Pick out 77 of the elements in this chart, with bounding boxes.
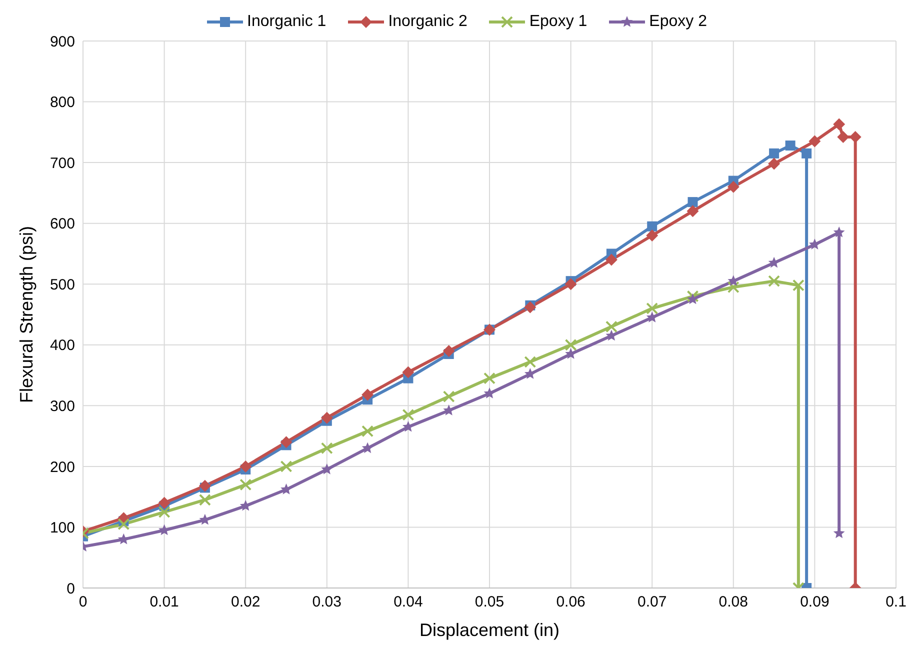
point	[198, 494, 211, 506]
point	[808, 238, 820, 250]
point	[837, 131, 850, 144]
y-tick-label: 400	[50, 337, 75, 354]
point	[802, 148, 812, 158]
point	[605, 254, 618, 266]
legend-label: Epoxy 2	[649, 13, 707, 31]
point	[158, 506, 170, 518]
point	[320, 412, 333, 424]
point	[484, 372, 496, 384]
point	[687, 293, 698, 304]
point	[198, 480, 211, 492]
x-tick-label: 0.06	[556, 594, 586, 611]
x-tick-label: 0.07	[638, 594, 667, 611]
point	[688, 197, 698, 208]
point	[833, 118, 846, 130]
point	[605, 320, 618, 333]
x-tick-label: 0.05	[474, 594, 504, 611]
x-axis-title: Displacement (in)	[419, 620, 560, 640]
x-tick-label: 0.04	[394, 594, 423, 611]
point	[727, 281, 740, 294]
y-tick-label: 300	[50, 398, 75, 415]
x-tick-label: 0.02	[231, 594, 260, 611]
point	[768, 275, 780, 288]
point	[686, 205, 699, 218]
point	[240, 460, 252, 472]
x-tick-label: 0	[78, 594, 88, 611]
point	[402, 408, 414, 421]
y-tick-label: 600	[50, 216, 75, 233]
y-tick-label: 200	[50, 458, 75, 476]
point	[240, 478, 252, 491]
point	[769, 148, 780, 158]
point	[280, 436, 292, 448]
y-tick-label: 800	[50, 94, 75, 112]
point	[808, 135, 821, 148]
point	[768, 158, 780, 170]
legend-label: Inorganic 1	[247, 13, 326, 31]
x-tick-label: 0.1	[886, 594, 906, 611]
point	[647, 221, 658, 232]
point	[785, 140, 796, 151]
point	[646, 302, 658, 314]
point	[280, 460, 292, 472]
y-tick-label: 900	[50, 33, 75, 50]
point	[524, 356, 536, 368]
legend-label: Inorganic 2	[388, 13, 468, 31]
x-tick-label: 0.01	[150, 594, 179, 611]
point	[362, 442, 374, 454]
point	[833, 226, 845, 238]
x-tick-label: 0.08	[718, 594, 748, 611]
point	[564, 278, 577, 290]
point	[280, 484, 292, 494]
point	[362, 425, 374, 438]
point	[524, 301, 536, 314]
point	[362, 388, 374, 401]
y-tick-label: 500	[50, 276, 75, 294]
point	[792, 279, 804, 292]
y-axis-title: Flexural Strength (psi)	[16, 226, 36, 404]
point	[727, 180, 740, 193]
x-tick-label: 0.09	[800, 594, 830, 611]
y-tick-label: 100	[50, 520, 75, 537]
point	[524, 368, 536, 379]
point	[321, 463, 333, 474]
point	[402, 366, 414, 378]
point	[646, 312, 658, 322]
point	[442, 344, 455, 357]
point	[849, 131, 862, 144]
y-tick-label: 700	[50, 154, 75, 172]
point	[118, 518, 130, 530]
point	[442, 390, 455, 403]
point	[686, 290, 699, 302]
x-tick-label: 0.03	[312, 594, 342, 611]
legend-label: Epoxy 1	[529, 13, 588, 31]
point	[158, 496, 170, 509]
point	[320, 442, 333, 454]
y-tick-label: 0	[66, 580, 75, 598]
point	[646, 229, 658, 242]
point	[564, 338, 577, 351]
